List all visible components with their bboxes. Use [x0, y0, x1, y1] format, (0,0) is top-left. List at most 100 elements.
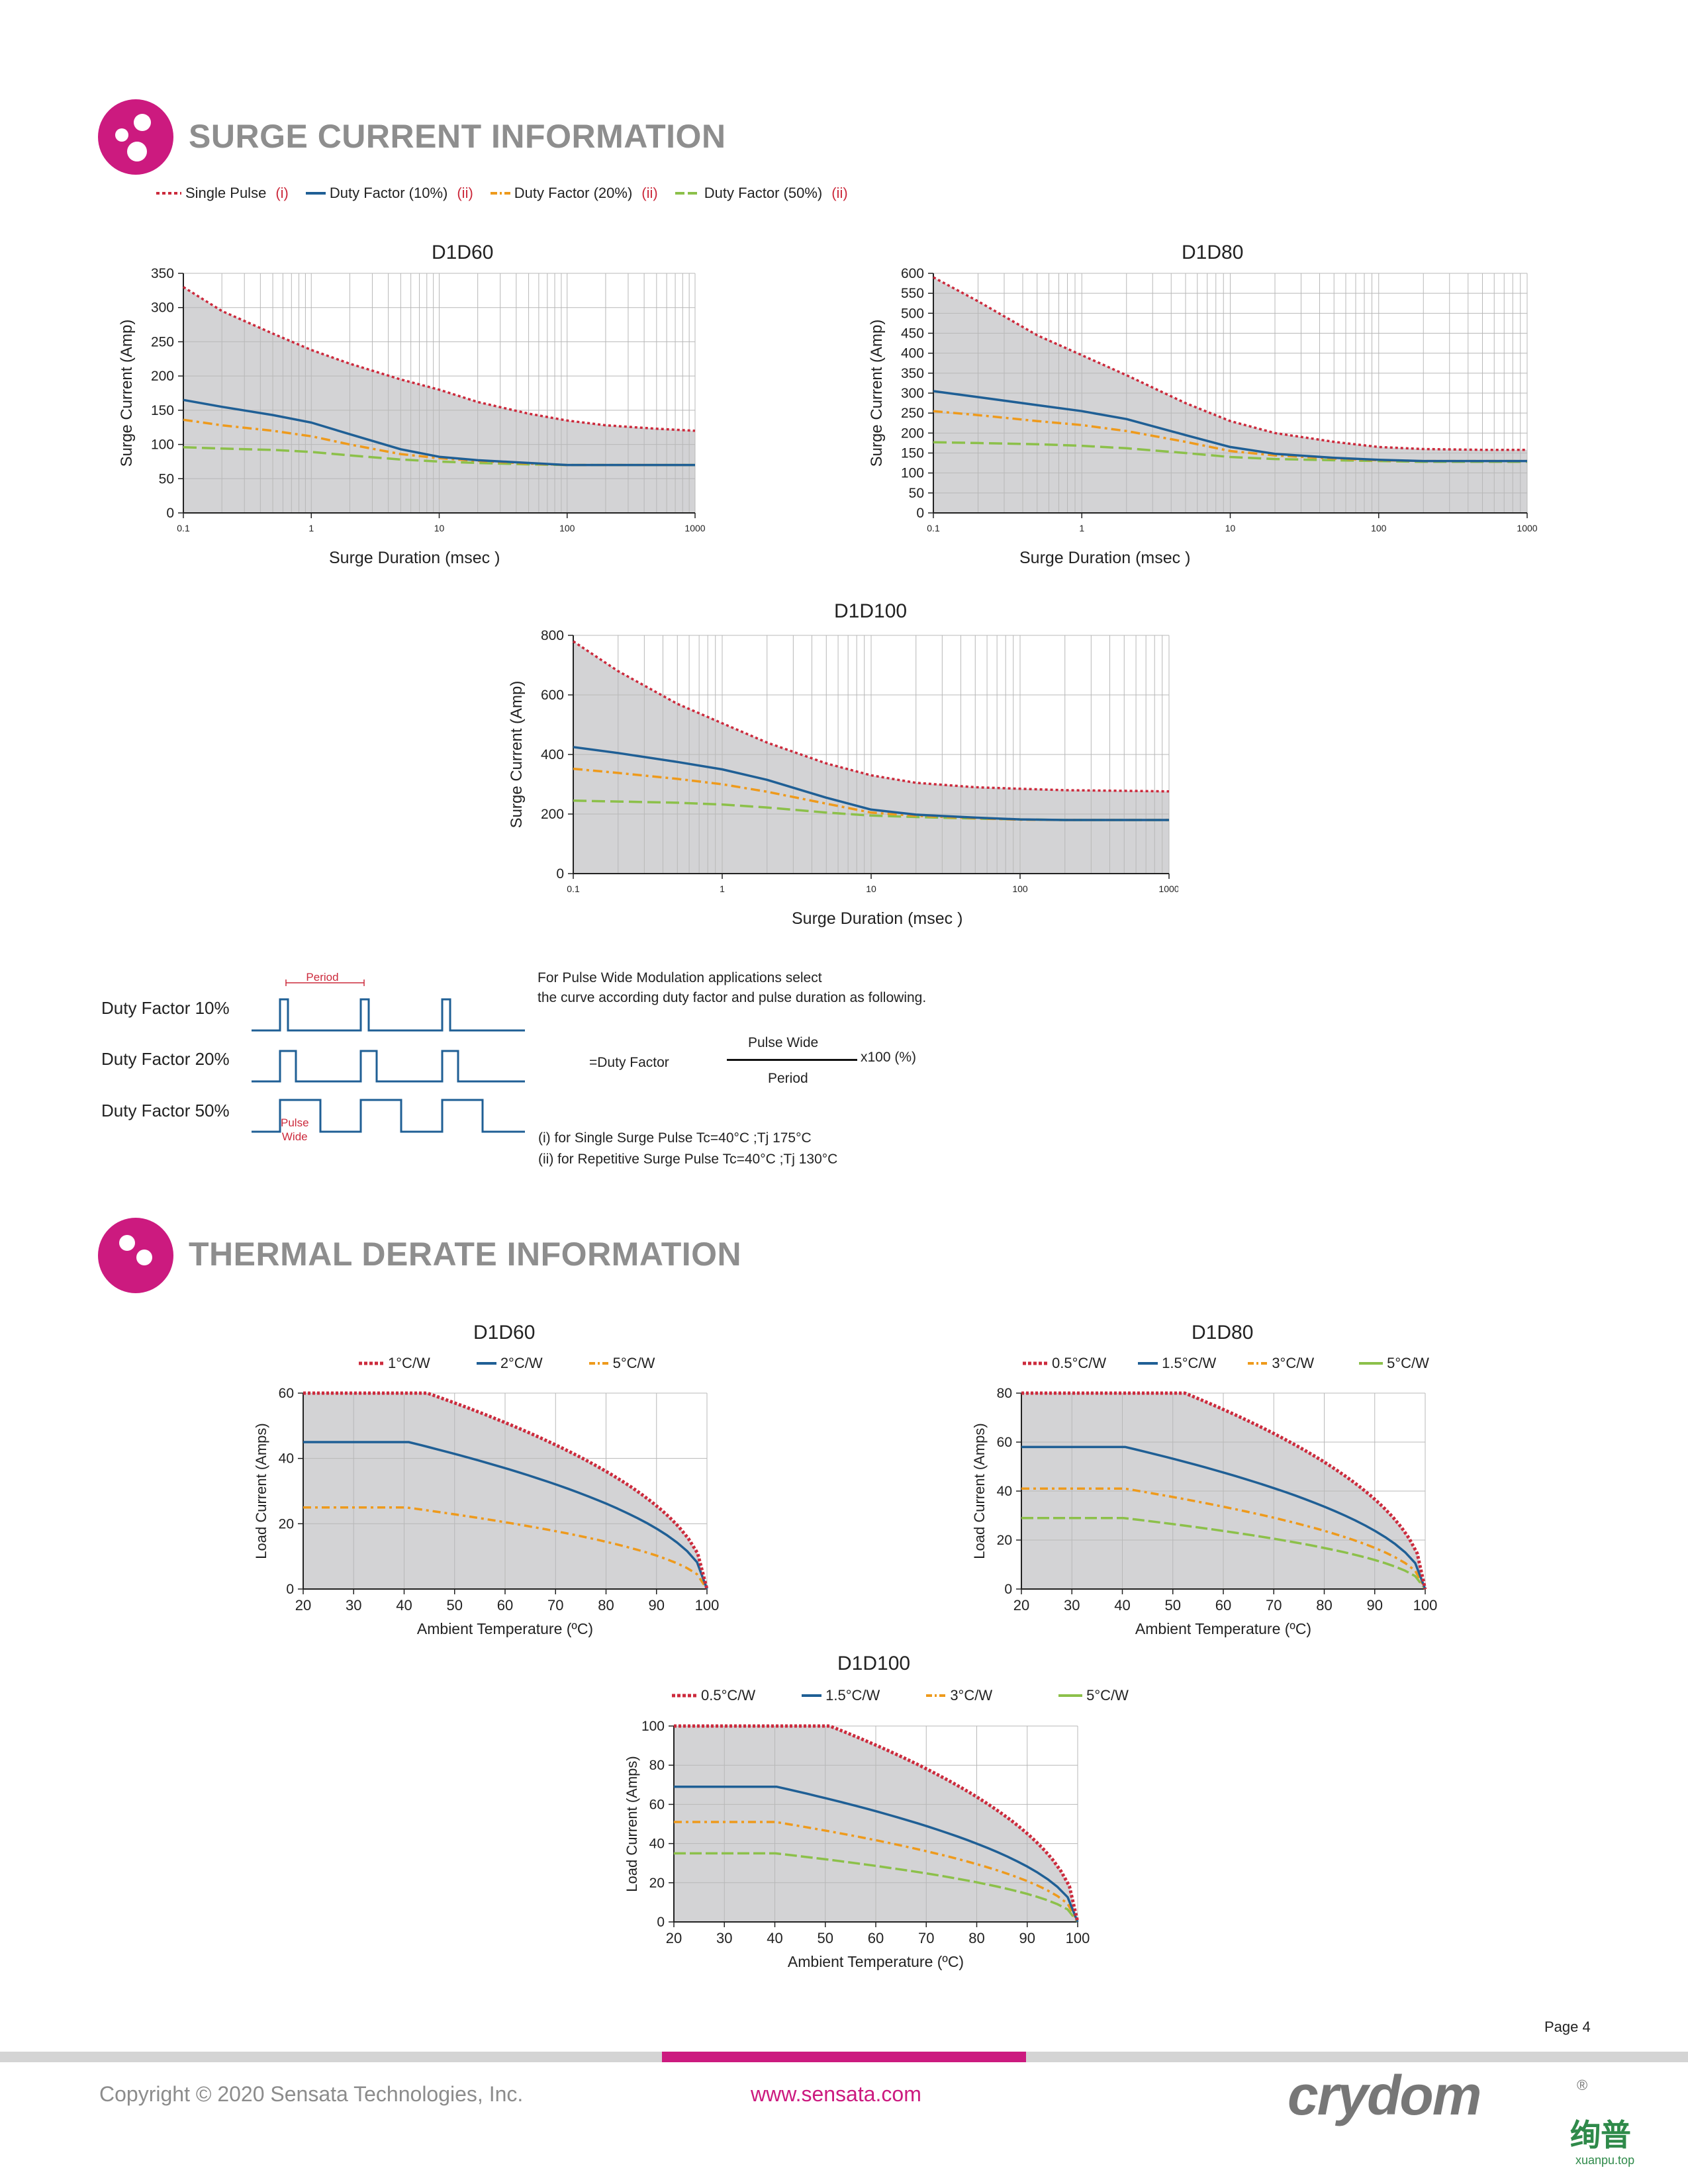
- page-number: Page 4: [1544, 2019, 1591, 2035]
- legend-3cw: 3°C/W: [926, 1687, 992, 1704]
- x-tick-label: 80: [1316, 1597, 1332, 1614]
- x-tick-label: 60: [1215, 1597, 1231, 1614]
- series-line: [1021, 1445, 1427, 1590]
- legend-label: 1°C/W: [388, 1355, 430, 1371]
- y-tick-label: 0: [286, 1582, 294, 1597]
- y-tick-label: 400: [901, 346, 924, 361]
- y-tick-label: 0: [1004, 1582, 1012, 1597]
- series-line: [573, 746, 1169, 821]
- legend-3cw: 3°C/W: [1248, 1355, 1314, 1372]
- legend-swatch: [305, 192, 326, 195]
- thermal-legend-d1d80: 0.5°C/W 1.5°C/W 3°C/W 5°C/W: [1023, 1355, 1442, 1372]
- section-icon-surge: [98, 99, 173, 175]
- legend-label: Duty Factor (50%): [704, 185, 823, 201]
- chart-title-surge-d1d100: D1D100: [834, 600, 908, 622]
- legend-label: Duty Factor (10%): [329, 185, 448, 201]
- y-tick-label: 600: [901, 266, 924, 281]
- y-tick-label: 800: [541, 628, 564, 643]
- y-tick-label: 100: [641, 1719, 665, 1734]
- y-tick-label: 350: [901, 366, 924, 381]
- y-tick-label: 40: [279, 1451, 294, 1467]
- x-tick-label: 40: [396, 1597, 412, 1614]
- x-tick-label: 0.1: [177, 523, 190, 533]
- duty-factor-10-label: Duty Factor 10%: [101, 998, 230, 1018]
- thermal-legend-d1d60: 1°C/W 2°C/W 5°C/W: [359, 1355, 668, 1372]
- x-tick-label: 70: [1266, 1597, 1282, 1614]
- watermark-sub: xuanpu.top: [1575, 2154, 1635, 2167]
- legend-2cw: 2°C/W: [476, 1355, 543, 1372]
- x-tick-label: 90: [649, 1597, 665, 1614]
- legend-duty-10: Duty Factor (10%) (ii): [305, 185, 477, 202]
- section-icon-thermal: [98, 1218, 173, 1293]
- y-tick-label: 450: [901, 326, 924, 341]
- x-tick-label: 10: [434, 523, 445, 533]
- x-tick-label: 50: [818, 1930, 833, 1946]
- waveform-df50: [252, 1099, 525, 1133]
- series-line: [933, 276, 1527, 451]
- x-tick-label: 100: [1066, 1930, 1090, 1946]
- x-tick-label: 100: [695, 1597, 720, 1614]
- y-tick-label: 60: [649, 1797, 665, 1812]
- y-tick-label: 200: [901, 426, 924, 441]
- y-tick-label: 300: [901, 386, 924, 401]
- legend-swatch: [490, 192, 510, 195]
- x-axis-label: Surge Duration (msec ): [329, 549, 500, 567]
- legend-swatch: [672, 1694, 697, 1698]
- y-tick-label: 40: [997, 1484, 1012, 1499]
- legend-label: 1.5°C/W: [1162, 1355, 1217, 1371]
- series-line: [573, 640, 1170, 793]
- legend-05cw: 0.5°C/W: [1023, 1355, 1106, 1372]
- chart-title-surge-d1d80: D1D80: [1182, 242, 1244, 263]
- series-line: [1021, 1391, 1427, 1590]
- legend-single-pulse: Single Pulse (i): [156, 185, 293, 202]
- legend-label: Single Pulse: [185, 185, 267, 201]
- surge-chart-d1d60: 0 50 100 150 200 250 300 350 0.1 1 10 100 1000 Surge …: [118, 266, 706, 567]
- legend-05cw: 0.5°C/W: [672, 1687, 755, 1704]
- formula-right: x100 (%): [861, 1050, 917, 1065]
- y-tick-label: 50: [909, 486, 924, 501]
- formula-fraction-bar: [727, 1059, 857, 1061]
- watermark: 绚普: [1570, 2118, 1631, 2152]
- note-repetitive-surge: (ii) for Repetitive Surge Pulse Tc=40°C …: [538, 1152, 838, 1167]
- waveform-df10: [252, 998, 525, 1032]
- x-tick-label: 1: [308, 523, 314, 533]
- x-tick-label: 1000: [1517, 523, 1537, 533]
- x-tick-label: 90: [1367, 1597, 1383, 1614]
- x-tick-label: 100: [1012, 884, 1028, 894]
- formula-denominator: Period: [768, 1071, 808, 1086]
- x-tick-label: 30: [1064, 1597, 1080, 1614]
- legend-1cw: 1°C/W: [359, 1355, 430, 1372]
- y-tick-label: 50: [159, 471, 174, 486]
- x-tick-label: 10: [1225, 523, 1236, 533]
- legend-swatch: [476, 1362, 496, 1365]
- legend-swatch: [675, 192, 700, 195]
- y-tick-label: 0: [556, 866, 564, 882]
- y-tick-label: 250: [901, 406, 924, 421]
- legend-5cw: 5°C/W: [588, 1355, 655, 1372]
- y-tick-label: 80: [997, 1386, 1012, 1401]
- series-line: [674, 1852, 1079, 1923]
- y-tick-label: 500: [901, 306, 924, 321]
- x-tick-label: 40: [1114, 1597, 1130, 1614]
- formula-left: =Duty Factor: [589, 1055, 669, 1070]
- legend-duty-50: Duty Factor (50%) (ii): [675, 185, 852, 202]
- legend-label: 5°C/W: [1086, 1687, 1129, 1704]
- series-line: [303, 1441, 708, 1590]
- x-tick-label: 50: [1165, 1597, 1181, 1614]
- x-tick-label: 40: [767, 1930, 782, 1946]
- website-link[interactable]: www.sensata.com: [751, 2082, 921, 2106]
- x-tick-label: 20: [1013, 1597, 1029, 1614]
- note-single-surge: (i) for Single Surge Pulse Tc=40°C ;Tj 1…: [538, 1130, 812, 1146]
- crydom-logo: crydom: [1288, 2064, 1481, 2126]
- surge-chart-d1d100: 0 200 400 600 800 0.1 1 10 100 1000 Surge Duration…: [508, 628, 1178, 928]
- period-label: Period: [306, 971, 338, 983]
- y-tick-label: 200: [541, 807, 564, 822]
- pulse-wide-label: Pulse Wide: [281, 1116, 309, 1143]
- legend-swatch: [359, 1361, 384, 1365]
- series-line: [183, 286, 696, 432]
- x-tick-label: 70: [547, 1597, 563, 1614]
- copyright: Copyright © 2020 Sensata Technologies, I…: [99, 2082, 524, 2106]
- surge-legend: Single Pulse (i) Duty Factor (10%) (ii) …: [156, 185, 865, 202]
- chart-title-thermal-d1d60: D1D60: [473, 1322, 536, 1343]
